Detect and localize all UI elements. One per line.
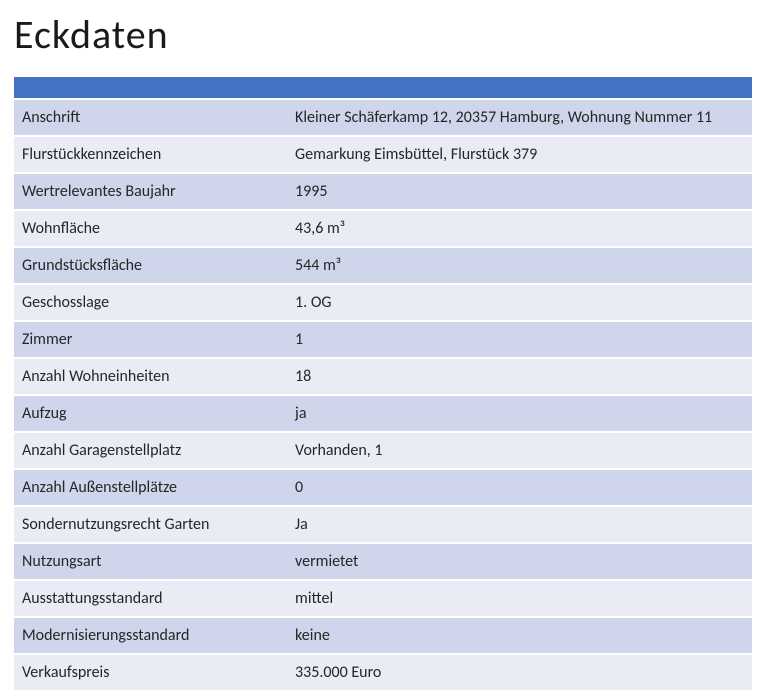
row-value: mittel (287, 580, 752, 617)
row-value: Gemarkung Eimsbüttel, Flurstück 379 (287, 136, 752, 173)
row-label: Geschosslage (14, 284, 287, 321)
row-label: Modernisierungsstandard (14, 617, 287, 654)
row-value: 1 (287, 321, 752, 358)
table-row: Ausstattungsstandardmittel (14, 580, 752, 617)
row-value: Vorhanden, 1 (287, 432, 752, 469)
row-label: Anzahl Garagenstellplatz (14, 432, 287, 469)
table-row: Zimmer1 (14, 321, 752, 358)
table-row: Grundstücksfläche544 m³ (14, 247, 752, 284)
row-label: Grundstücksfläche (14, 247, 287, 284)
page-title: Eckdaten (14, 10, 752, 59)
row-value: 43,6 m³ (287, 210, 752, 247)
table-row: Anzahl Außenstellplätze0 (14, 469, 752, 506)
table-body: AnschriftKleiner Schäferkamp 12, 20357 H… (14, 77, 752, 691)
table-row: Nutzungsartvermietet (14, 543, 752, 580)
row-label: Flurstückkennzeichen (14, 136, 287, 173)
table-row: Anzahl GaragenstellplatzVorhanden, 1 (14, 432, 752, 469)
row-value: 544 m³ (287, 247, 752, 284)
row-value: vermietet (287, 543, 752, 580)
row-label: Ausstattungsstandard (14, 580, 287, 617)
row-label: Aufzug (14, 395, 287, 432)
table-row: FlurstückkennzeichenGemarkung Eimsbüttel… (14, 136, 752, 173)
row-value: 0 (287, 469, 752, 506)
table-row: Aufzugja (14, 395, 752, 432)
eckdaten-table: AnschriftKleiner Schäferkamp 12, 20357 H… (14, 77, 752, 692)
header-cell (14, 77, 287, 99)
row-label: Anzahl Wohneinheiten (14, 358, 287, 395)
table-row: Modernisierungsstandardkeine (14, 617, 752, 654)
row-value: 335.000 Euro (287, 654, 752, 691)
table-row: Verkaufspreis335.000 Euro (14, 654, 752, 691)
table-row: Wertrelevantes Baujahr1995 (14, 173, 752, 210)
row-label: Nutzungsart (14, 543, 287, 580)
row-label: Sondernutzungsrecht Garten (14, 506, 287, 543)
table-row: Geschosslage1. OG (14, 284, 752, 321)
row-label: Anzahl Außenstellplätze (14, 469, 287, 506)
row-value: 1. OG (287, 284, 752, 321)
row-label: Zimmer (14, 321, 287, 358)
table-row: AnschriftKleiner Schäferkamp 12, 20357 H… (14, 99, 752, 136)
table-row: Sondernutzungsrecht GartenJa (14, 506, 752, 543)
row-value: Kleiner Schäferkamp 12, 20357 Hamburg, W… (287, 99, 752, 136)
row-value: keine (287, 617, 752, 654)
row-label: Wertrelevantes Baujahr (14, 173, 287, 210)
row-value: 1995 (287, 173, 752, 210)
row-value: ja (287, 395, 752, 432)
row-value: 18 (287, 358, 752, 395)
table-row: Anzahl Wohneinheiten18 (14, 358, 752, 395)
row-value: Ja (287, 506, 752, 543)
row-label: Wohnfläche (14, 210, 287, 247)
row-label: Anschrift (14, 99, 287, 136)
row-label: Verkaufspreis (14, 654, 287, 691)
table-row: Wohnfläche43,6 m³ (14, 210, 752, 247)
header-cell (287, 77, 752, 99)
table-header-row (14, 77, 752, 99)
